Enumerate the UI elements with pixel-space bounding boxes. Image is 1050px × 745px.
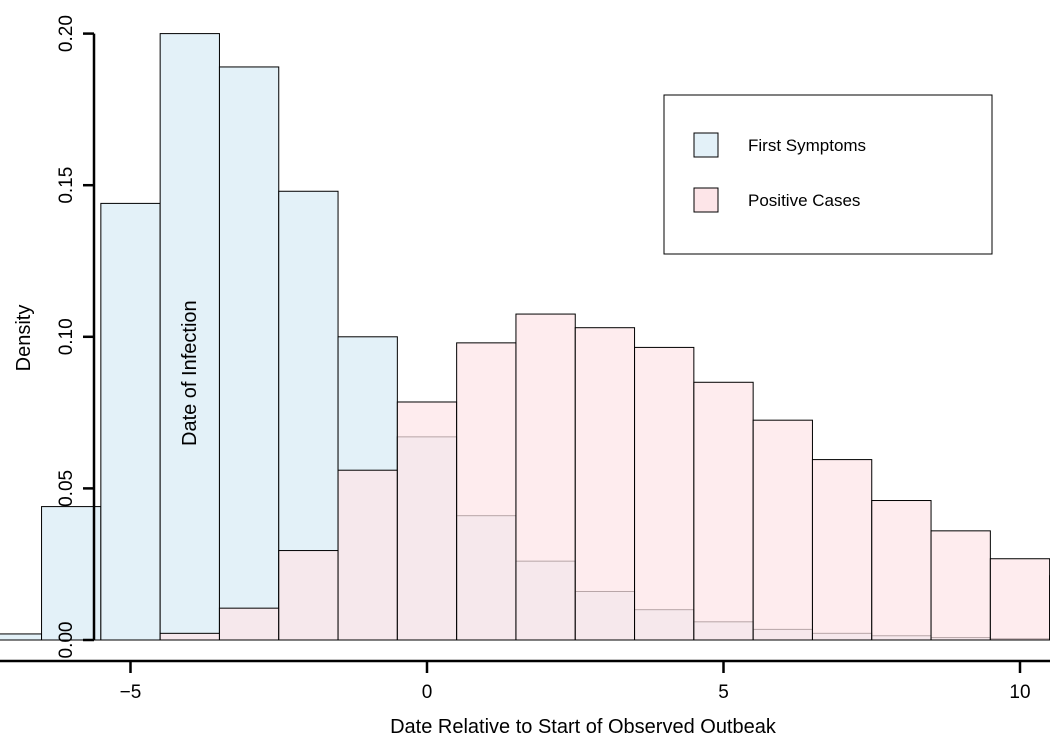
y-tick-label: 0.10 [56, 318, 77, 355]
x-tick-label: −5 [120, 682, 142, 703]
first-symptoms-bar-6 [218, 66, 280, 641]
positive-cases-bar-8 [634, 346, 695, 641]
legend-box [663, 94, 993, 255]
x-tick-label: 5 [718, 682, 729, 703]
x-tick-label: 0 [422, 682, 433, 703]
y-tick-label: 0.20 [56, 15, 77, 52]
y-tick-label: 0.00 [56, 622, 77, 659]
first-symptoms-bar-3 [41, 506, 102, 641]
positive-cases-bar-12 [871, 500, 932, 641]
legend-label-first-symptoms: First Symptoms [748, 136, 866, 155]
positive-cases-bar-13 [930, 530, 991, 641]
legend-swatch-first-symptoms [693, 132, 719, 158]
first-symptoms-bar-4 [100, 202, 161, 641]
positive-cases-bar-14 [989, 558, 1050, 641]
legend-label-positive-cases: Positive Cases [748, 191, 860, 210]
positive-cases-bar-11 [811, 459, 873, 641]
y-axis: 0.00 0.05 0.10 0.15 0.20 [56, 15, 96, 659]
infection-annotation: Date of Infection [179, 300, 201, 446]
positive-cases-bar-10 [752, 419, 813, 641]
positive-cases-bar-5 [456, 342, 517, 641]
x-axis-title: Date Relative to Start of Observed Outbe… [390, 716, 777, 738]
positive-cases-bar-4 [396, 401, 458, 641]
legend-swatch-positive-cases [693, 187, 719, 213]
y-tick-label: 0.15 [56, 167, 77, 204]
first-symptoms-bar-2 [0, 633, 43, 641]
positive-cases-bar-2 [278, 550, 339, 641]
positive-cases-bar-1 [218, 607, 280, 641]
y-tick-label: 0.05 [56, 470, 77, 507]
positive-cases-bar-0 [159, 632, 220, 641]
positive-cases-bar-6 [515, 313, 576, 641]
y-axis-title: Density [13, 305, 35, 372]
x-tick-label: 10 [1009, 682, 1030, 703]
date-of-infection-label: Date of Infection [179, 300, 201, 446]
legend: First Symptoms Positive Cases [663, 94, 993, 255]
positive-cases-bar-3 [337, 469, 398, 641]
positive-cases-bar-7 [574, 327, 636, 641]
x-axis: −10−505101520 [0, 659, 1050, 703]
positive-cases-bar-9 [693, 381, 754, 641]
